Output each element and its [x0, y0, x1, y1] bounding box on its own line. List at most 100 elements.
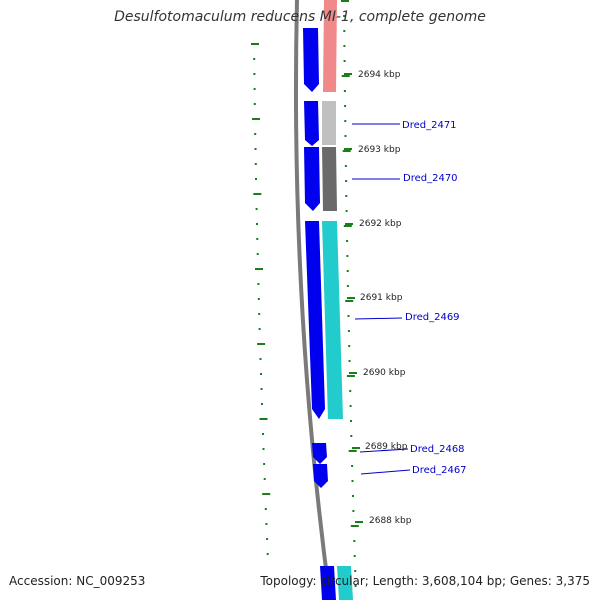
cds-arrow[interactable]: [313, 464, 328, 488]
scale-label: 2688 kbp: [369, 516, 412, 526]
scale-tick: [352, 447, 360, 449]
guide-dot: [341, 75, 350, 77]
guide-dot: [259, 358, 262, 360]
scale-tick: [349, 372, 357, 374]
cog-block-cyan-bottom: [337, 566, 353, 600]
scale-label: 2694 kbp: [358, 70, 401, 80]
cds-arrow[interactable]: [304, 147, 320, 211]
guide-dot: [253, 88, 256, 90]
gene-label[interactable]: Dred_2469: [405, 312, 460, 323]
guide-dot: [351, 465, 354, 467]
guide-dot: [343, 90, 346, 92]
guide-dot: [251, 43, 259, 45]
guide-dot: [255, 178, 257, 180]
scale-tick: [344, 148, 352, 150]
guide-dot: [347, 315, 350, 317]
gene-label[interactable]: Dred_2470: [403, 173, 458, 184]
guide-dot: [347, 330, 350, 332]
guide-dot: [348, 360, 351, 362]
guide-dot: [260, 388, 263, 390]
scale-label: 2689 kbp: [365, 442, 408, 452]
gene-labels: Dred_2471 Dred_2470 Dred_2469 Dred_2468 …: [402, 120, 467, 476]
scale-tick: [345, 223, 353, 225]
guide-dot: [352, 510, 355, 512]
guide-ring-outer: [341, 0, 359, 587]
guide-dot: [256, 238, 259, 240]
guide-dot: [263, 463, 266, 465]
cds-arrow[interactable]: [304, 101, 319, 146]
guide-dot: [354, 585, 357, 587]
cds-arrow[interactable]: [320, 566, 336, 600]
guide-dot: [353, 555, 356, 557]
cog-block-cyan: [322, 221, 343, 419]
guide-ring-inner: [251, 43, 271, 555]
guide-dot: [350, 435, 353, 437]
guide-dot: [344, 165, 347, 167]
guide-dot: [259, 418, 268, 420]
guide-dot: [256, 223, 258, 225]
guide-dot: [344, 120, 347, 122]
map-title: Desulfotomaculum reducens MI-1, complete…: [114, 9, 486, 25]
guide-dot: [346, 255, 349, 257]
guide-dot: [256, 253, 259, 255]
guide-dot: [257, 283, 260, 285]
guide-dot: [262, 448, 265, 450]
scale-tick: [347, 297, 355, 299]
gene-leader-line: [354, 317, 403, 320]
guide-dot: [260, 373, 262, 375]
cog-block-dark-gray: [322, 147, 337, 211]
guide-dot: [346, 375, 355, 377]
guide-dot: [257, 298, 260, 300]
gene-label[interactable]: Dred_2467: [412, 465, 467, 476]
cds-arrow[interactable]: [312, 443, 327, 464]
guide-dot: [348, 450, 357, 452]
guide-dot: [258, 328, 261, 330]
guide-dot: [254, 163, 257, 165]
guide-dot: [343, 15, 346, 17]
guide-dot: [257, 343, 266, 345]
guide-dot: [345, 210, 348, 212]
guide-dot: [345, 300, 354, 302]
guide-dot: [253, 193, 262, 195]
guide-dot: [352, 495, 354, 497]
guide-dot: [262, 493, 271, 495]
scale-tick: [355, 521, 363, 523]
guide-dot: [349, 390, 352, 392]
guide-dot: [343, 225, 352, 227]
guide-dot: [258, 313, 261, 315]
gene-label[interactable]: Dred_2468: [410, 444, 465, 455]
guide-dot: [346, 270, 349, 272]
guide-dot: [345, 195, 348, 197]
guide-dot: [346, 285, 349, 287]
guide-dot: [253, 103, 256, 105]
guide-dot: [348, 345, 351, 347]
scale-tick: [344, 73, 352, 75]
guide-dot: [353, 540, 356, 542]
guide-dot: [342, 150, 351, 152]
guide-dot: [261, 403, 263, 405]
guide-dot: [264, 508, 267, 510]
accession-label: Accession: NC_009253: [9, 574, 146, 588]
genome-backbone: [293, 0, 332, 600]
guide-dot: [343, 30, 346, 32]
guide-dot: [252, 118, 260, 120]
cog-category-blocks: [322, 0, 353, 600]
scale-label: 2691 kbp: [360, 293, 403, 303]
gene-leader-line: [360, 469, 411, 475]
guide-dot: [266, 553, 269, 555]
guide-dot: [344, 135, 347, 137]
cds-forward-track: [303, 28, 336, 600]
gene-leader-line: [359, 448, 409, 453]
guide-dot: [266, 538, 269, 540]
guide-dot: [254, 133, 257, 135]
scale-label: 2692 kbp: [359, 219, 402, 229]
guide-dot: [344, 105, 347, 107]
cds-arrow[interactable]: [305, 221, 325, 419]
guide-dot: [265, 523, 268, 525]
guide-dot: [253, 73, 256, 75]
guide-dot: [350, 420, 352, 422]
gene-label[interactable]: Dred_2471: [402, 120, 457, 131]
cds-arrow[interactable]: [303, 28, 319, 92]
scale-ticks: [344, 73, 363, 523]
